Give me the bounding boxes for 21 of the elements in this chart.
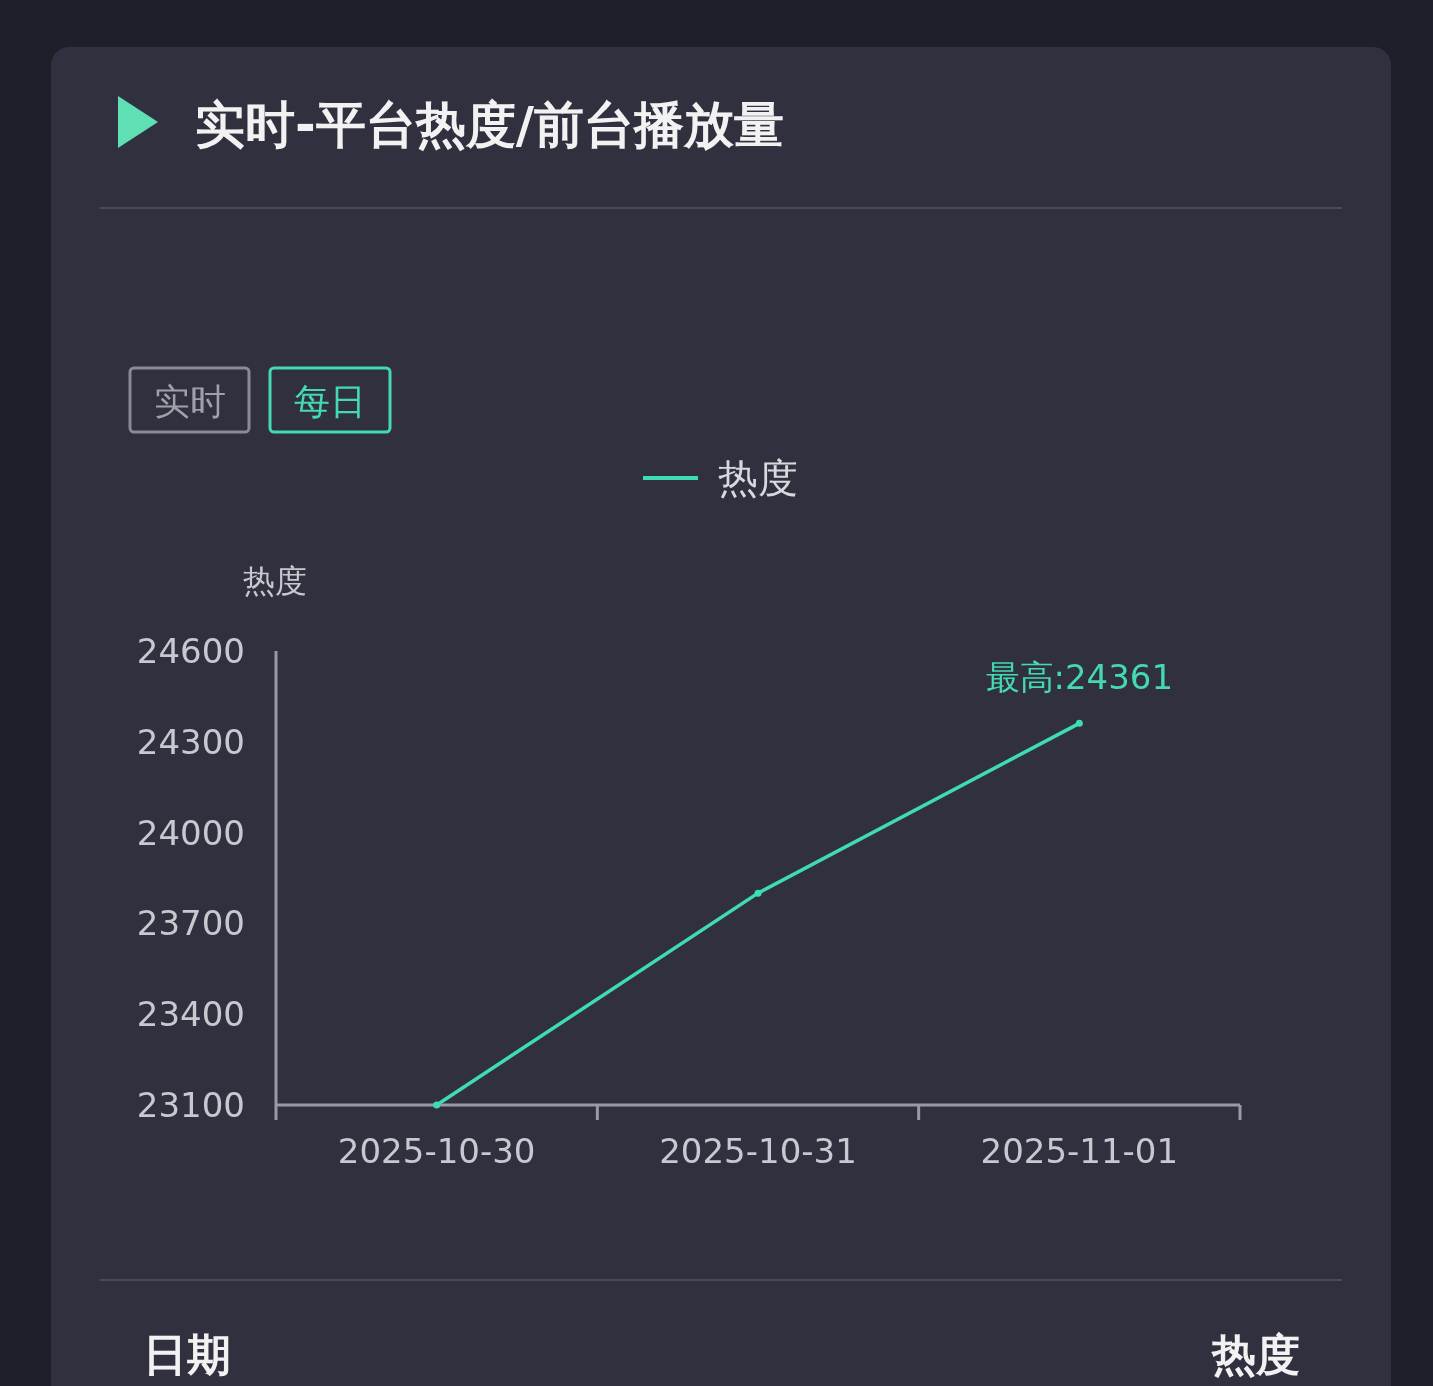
annotation: 最高:24361 bbox=[985, 657, 1174, 698]
legend-label: 热度 bbox=[718, 455, 798, 501]
point bbox=[754, 889, 762, 897]
y-tick-label: 24600 bbox=[136, 631, 245, 671]
legend: 热度 bbox=[643, 455, 798, 501]
x-tick-label: 2025-10-31 bbox=[659, 1131, 857, 1171]
text: 每日 bbox=[294, 381, 366, 422]
point bbox=[433, 1101, 441, 1109]
y-tick-label: 23700 bbox=[136, 903, 245, 944]
text: 实时 bbox=[153, 381, 226, 422]
point bbox=[1075, 719, 1083, 727]
x-tick-label: 2025-11-01 bbox=[980, 1131, 1179, 1171]
x-tick-label: 2025-10-30 bbox=[337, 1131, 536, 1171]
chart-title: 实时-平台热度/前台播放量 bbox=[195, 96, 785, 154]
y-axis-title: 热度 bbox=[243, 562, 307, 600]
y-tick-label: 23400 bbox=[136, 994, 245, 1035]
y-tick-label: 24300 bbox=[136, 721, 245, 762]
text: 热度 bbox=[1211, 1329, 1300, 1380]
y-tick-label: 23100 bbox=[136, 1085, 245, 1125]
y-tick-label: 24000 bbox=[136, 812, 245, 853]
text: 日期 bbox=[143, 1329, 231, 1380]
